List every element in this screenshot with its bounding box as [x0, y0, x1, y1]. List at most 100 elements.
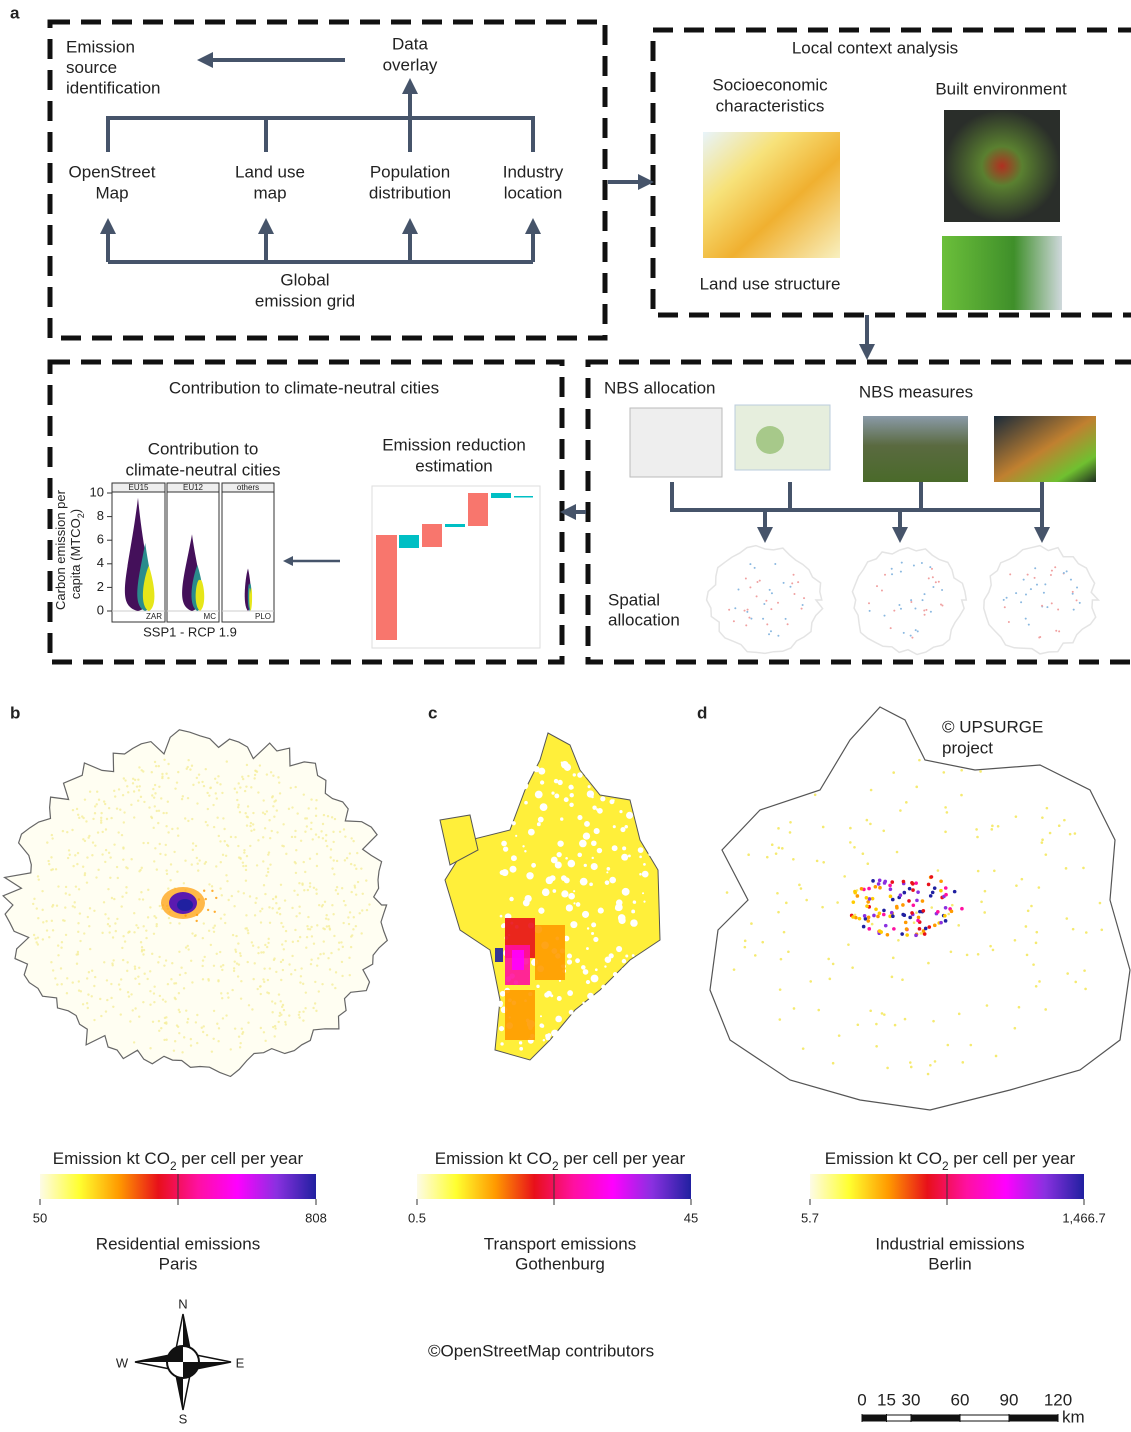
emission-cell — [185, 1009, 187, 1011]
emission-cell — [300, 975, 302, 977]
emission-cell — [281, 943, 283, 945]
emission-cell — [116, 866, 118, 868]
allocation-dot — [941, 589, 943, 591]
empty-cell — [643, 901, 645, 903]
emission-cell — [84, 840, 86, 842]
emission-cell — [869, 823, 872, 826]
emission-cell — [295, 872, 297, 874]
emission-cell — [245, 785, 247, 787]
emission-cell — [270, 771, 272, 773]
scale-label: 60 — [951, 1390, 970, 1409]
y-tick-label: 2 — [97, 579, 104, 594]
emission-cell — [347, 916, 349, 918]
empty-cell — [577, 853, 582, 858]
emission-cell — [183, 1036, 185, 1038]
emission-cell — [62, 919, 64, 921]
emission-cell — [110, 817, 112, 819]
emission-cell — [910, 881, 914, 885]
emission-cell — [927, 1073, 930, 1076]
emission-cell — [51, 834, 53, 836]
emission-cell — [278, 908, 280, 910]
emission-cell — [356, 852, 358, 854]
emission-cell — [186, 1021, 188, 1023]
allocation-dot — [1034, 577, 1036, 579]
emission-cell — [76, 808, 78, 810]
emission-cell — [109, 877, 111, 879]
empty-cell — [632, 1020, 639, 1027]
empty-cell — [624, 825, 628, 829]
legend-title: Emission kt CO2 per cell per year — [435, 1149, 686, 1173]
step-label: source — [66, 58, 117, 77]
empty-cell — [594, 828, 600, 834]
facet-note: PLO — [255, 612, 271, 621]
empty-cell — [605, 880, 610, 885]
empty-cell — [500, 991, 506, 997]
emission-cell — [143, 949, 145, 951]
emission-cell — [344, 859, 346, 861]
emission-cell — [252, 945, 254, 947]
empty-cell — [578, 1030, 585, 1037]
empty-cell — [509, 897, 513, 901]
emission-cell — [798, 884, 801, 887]
emission-cell — [304, 831, 306, 833]
emission-cell — [253, 777, 255, 779]
emission-cell — [337, 893, 339, 895]
emission-cell — [234, 788, 236, 790]
allocation-dot — [903, 632, 905, 634]
emission-cell — [733, 968, 736, 971]
emission-cell — [268, 906, 270, 908]
emission-cell — [48, 936, 50, 938]
emission-cell — [93, 1019, 95, 1021]
emission-cell — [832, 963, 835, 966]
emission-cell — [302, 1019, 304, 1021]
empty-cell — [502, 810, 505, 813]
emission-cell — [196, 863, 198, 865]
emission-cell — [118, 983, 120, 985]
emission-cell — [976, 836, 979, 839]
emission-cell — [990, 828, 993, 831]
emission-cell — [969, 1044, 972, 1047]
emission-cell — [867, 916, 871, 920]
empty-cell — [531, 863, 536, 868]
emission-cell — [306, 936, 308, 938]
emission-cell — [154, 805, 156, 807]
scale-segment — [887, 1415, 912, 1421]
emission-cell — [163, 759, 165, 761]
emission-cell — [130, 804, 132, 806]
emission-cell — [152, 788, 154, 790]
emission-cell — [147, 842, 149, 844]
emission-cell — [245, 865, 247, 867]
allocation-dot — [930, 611, 932, 613]
emission-cell — [232, 934, 234, 936]
emission-cell — [91, 970, 93, 972]
empty-cell — [632, 954, 635, 957]
compass-letter: E — [236, 1355, 245, 1370]
emission-cell — [865, 896, 869, 900]
emission-cell — [50, 856, 52, 858]
emission-cell — [110, 983, 112, 985]
map-caption: Berlin — [928, 1254, 971, 1273]
emission-cell — [233, 967, 235, 969]
emission-cell — [747, 853, 750, 856]
empty-cell — [637, 788, 639, 790]
emission-cell — [170, 978, 172, 980]
emission-cell — [106, 818, 108, 820]
emission-cell — [257, 839, 259, 841]
emission-cell — [107, 888, 109, 890]
empty-cell — [592, 805, 596, 809]
emission-cell — [923, 932, 927, 936]
emission-cell — [89, 791, 91, 793]
emission-cell — [262, 812, 264, 814]
y-tick-label: 6 — [97, 532, 104, 547]
emission-cell — [154, 792, 156, 794]
emission-cell — [236, 799, 238, 801]
emission-cell — [947, 1044, 950, 1047]
emission-cell — [98, 799, 100, 801]
empty-cell — [540, 1015, 542, 1017]
emission-cell — [298, 912, 300, 914]
emission-cell — [275, 902, 277, 904]
emission-cell — [348, 923, 350, 925]
emission-cell — [196, 1042, 198, 1044]
emission-cell — [805, 899, 808, 902]
emission-cell — [302, 983, 304, 985]
